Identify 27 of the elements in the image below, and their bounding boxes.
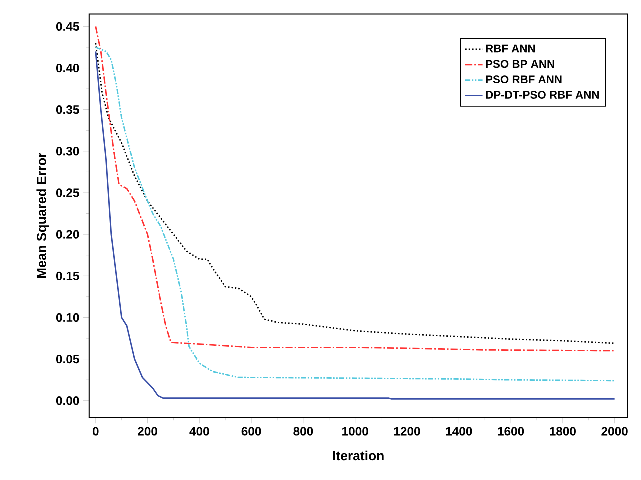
x-tick-label: 1800 bbox=[550, 426, 576, 436]
y-tick-label: 0.30 bbox=[56, 146, 80, 156]
x-tick-label: 1400 bbox=[446, 426, 472, 436]
x-tick-label: 1200 bbox=[394, 426, 420, 436]
y-tick-label: 0.35 bbox=[56, 105, 80, 114]
y-axis-title: Mean Squared Error bbox=[36, 152, 50, 278]
x-tick-label: 800 bbox=[294, 426, 314, 436]
legend-label: PSO RBF ANN bbox=[486, 75, 562, 84]
x-tick-label: 1600 bbox=[498, 426, 524, 436]
y-tick-label: 0.40 bbox=[56, 64, 80, 72]
x-tick-label: 0 bbox=[92, 426, 99, 436]
x-tick-label: 1000 bbox=[342, 426, 368, 436]
y-tick-label: 0.45 bbox=[56, 22, 80, 31]
y-tick-label: 0.05 bbox=[56, 354, 80, 364]
x-tick-label: 600 bbox=[242, 426, 262, 436]
x-tick-label: 400 bbox=[190, 426, 210, 436]
legend-label: PSO BP ANN bbox=[486, 60, 554, 68]
x-tick-label: 200 bbox=[138, 426, 158, 436]
legend-label: DP-DT-PSO RBF ANN bbox=[486, 90, 599, 99]
y-tick-label: 0.10 bbox=[56, 313, 80, 322]
y-tick-label: 0.25 bbox=[56, 188, 80, 198]
x-tick-label: 2000 bbox=[602, 426, 628, 436]
y-tick-label: 0.20 bbox=[56, 230, 80, 239]
y-tick-label: 0.00 bbox=[56, 396, 80, 405]
y-tick-label: 0.15 bbox=[56, 272, 80, 280]
x-axis-title: Iteration bbox=[333, 450, 384, 460]
legend-label: RBF ANN bbox=[486, 44, 536, 52]
